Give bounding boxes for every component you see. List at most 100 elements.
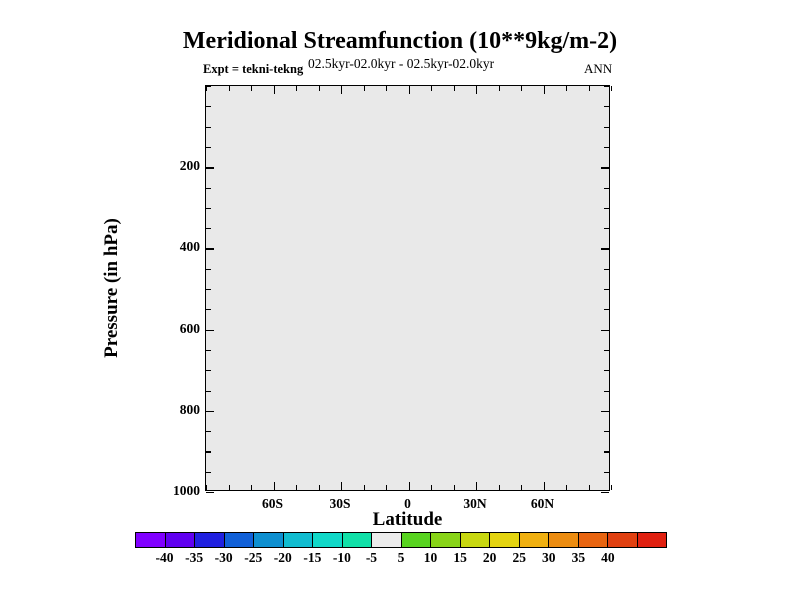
y-tick-left: [206, 349, 211, 352]
colorbar-band[interactable]: [637, 533, 666, 547]
x-tick-bottom: [273, 482, 275, 490]
y-tick-right: [604, 106, 609, 108]
x-tick-bottom: [318, 485, 320, 490]
colorbar-band[interactable]: [401, 533, 431, 547]
x-tick-top: [543, 86, 545, 94]
colorbar[interactable]: [135, 532, 667, 548]
y-tick-left: [206, 146, 211, 149]
colorbar-band[interactable]: [431, 533, 461, 547]
x-tick-bottom: [363, 485, 365, 490]
y-tick-label: 200: [179, 158, 200, 174]
x-tick-bottom: [228, 485, 230, 490]
y-tick-right: [604, 146, 609, 149]
x-tick-top: [341, 86, 343, 94]
y-tick-right: [604, 228, 609, 230]
y-tick-left: [206, 410, 214, 413]
y-tick-right: [601, 167, 609, 169]
x-tick-bottom: [543, 482, 545, 490]
period-label: 02.5kyr-02.0kyr - 02.5kyr-02.0kyr: [308, 56, 495, 71]
x-tick-bottom: [453, 485, 455, 490]
colorbar-label: 25: [512, 550, 526, 565]
colorbar-label: -30: [214, 550, 233, 565]
x-tick-bottom: [296, 485, 298, 490]
x-tick-label: 60N: [530, 496, 555, 511]
x-tick-top: [296, 86, 298, 91]
x-tick-top: [521, 86, 523, 91]
colorbar-band[interactable]: [165, 533, 195, 547]
colorbar-band[interactable]: [224, 533, 254, 547]
y-tick-left: [206, 126, 211, 128]
y-tick-right: [604, 309, 609, 311]
x-tick-top: [408, 86, 410, 94]
y-tick-left: [206, 207, 211, 209]
x-tick-top: [363, 86, 365, 91]
colorbar-label: -20: [273, 550, 292, 565]
x-tick-bottom: [386, 485, 388, 490]
colorbar-band[interactable]: [372, 533, 402, 547]
x-tick-top: [228, 86, 230, 91]
y-tick-left: [206, 370, 211, 372]
colorbar-label: -10: [332, 550, 351, 565]
colorbar-band[interactable]: [342, 533, 372, 547]
colorbar-label: 5: [397, 550, 405, 565]
y-tick-right: [604, 471, 609, 473]
colorbar-band[interactable]: [313, 533, 343, 547]
y-tick-label: 1000: [173, 483, 200, 498]
x-tick-top: [498, 86, 500, 91]
x-tick-top: [611, 86, 613, 91]
colorbar-band[interactable]: [195, 533, 225, 547]
y-tick-right: [604, 86, 609, 88]
colorbar-band[interactable]: [608, 533, 638, 547]
x-tick-bottom: [251, 485, 253, 490]
y-tick-right: [604, 268, 609, 270]
y-tick-right: [604, 207, 609, 209]
y-tick-left: [206, 390, 211, 392]
y-axis-title: Pressure (in hPa): [101, 218, 122, 358]
colorbar-band[interactable]: [490, 533, 520, 547]
colorbar-label: -35: [185, 550, 204, 565]
x-tick-label: 0: [404, 496, 411, 511]
y-tick-right: [604, 390, 609, 392]
plot-area: [205, 85, 613, 494]
x-tick-bottom: [588, 485, 590, 490]
x-tick-top: [318, 86, 320, 91]
x-tick-top: [476, 86, 478, 94]
colorbar-band[interactable]: [136, 533, 166, 547]
y-tick-right: [604, 126, 609, 128]
colorbar-label: 10: [423, 550, 438, 565]
y-tick-right: [604, 289, 609, 291]
colorbar-band[interactable]: [519, 533, 549, 547]
x-tick-bottom: [521, 485, 523, 490]
y-tick-left: [206, 248, 214, 250]
x-tick-top: [251, 86, 253, 91]
colorbar-band[interactable]: [460, 533, 490, 547]
colorbar-label: 30: [542, 550, 556, 565]
y-tick-left: [206, 228, 211, 230]
page-title: Meridional Streamfunction (10**9kg/m-2): [182, 28, 618, 54]
colorbar-band[interactable]: [254, 533, 284, 547]
y-tick-right: [601, 248, 609, 250]
x-tick-top: [386, 86, 388, 91]
colorbar-band[interactable]: [578, 533, 608, 547]
colorbar-band[interactable]: [549, 533, 579, 547]
x-axis-title: Latitude: [372, 509, 443, 530]
colorbar-label: -15: [303, 550, 322, 565]
x-tick-bottom: [566, 485, 568, 490]
x-tick-bottom: [476, 482, 478, 490]
y-tick-right: [604, 451, 609, 453]
experiment-label: Expt = tekni-tekng: [203, 62, 304, 76]
x-tick-bottom: [498, 485, 500, 490]
y-tick-right: [601, 410, 609, 413]
y-tick-left: [206, 106, 211, 108]
y-tick-right: [604, 187, 609, 189]
x-tick-label: 30S: [329, 496, 351, 511]
x-tick-top: [453, 86, 455, 91]
x-tick-bottom: [341, 482, 343, 490]
y-tick-left: [206, 309, 211, 311]
y-tick-right: [604, 349, 609, 352]
x-tick-bottom: [408, 482, 410, 490]
colorbar-band[interactable]: [283, 533, 313, 547]
x-tick-label: 60S: [261, 496, 284, 511]
y-tick-right: [601, 492, 609, 494]
